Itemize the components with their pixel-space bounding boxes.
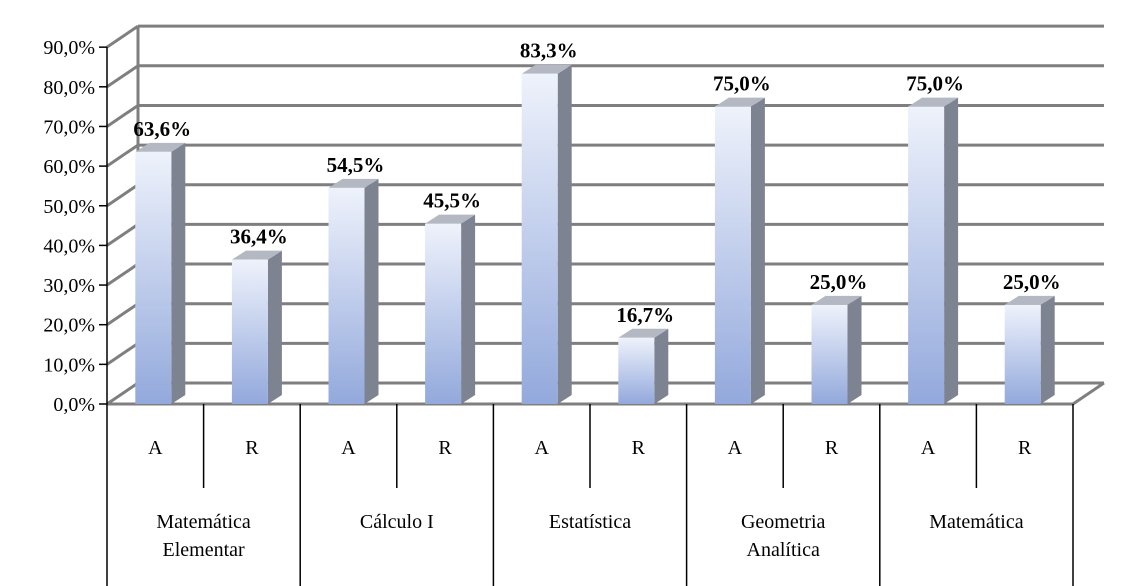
y-tick-label: 60,0% [43,156,95,178]
subcategory-label: A [728,437,743,459]
group-label: Elementar [163,539,246,561]
gridline-depth [106,143,139,168]
y-tick-label: 30,0% [43,275,95,297]
bar-side [847,295,862,404]
y-tick-label: 0,0% [53,394,95,416]
bar-top [231,250,282,260]
gridline-depth [106,381,139,406]
subcategory-label: R [245,437,259,459]
y-tick-label: 70,0% [43,116,95,138]
bar-side [1040,295,1055,404]
bar [1004,304,1041,404]
group-label: Analítica [747,539,820,561]
bar [618,337,655,404]
data-label: 63,6% [133,117,191,141]
subcategory-label: A [534,437,549,459]
bars [135,64,1055,405]
gridline-depth [106,262,139,287]
gridline-depth [106,302,139,326]
y-tick-label: 90,0% [43,37,95,59]
subcategory-label: A [148,437,163,459]
bar-side [944,97,959,404]
bar [328,187,365,404]
bar-top [908,97,959,107]
bar-top [521,64,572,74]
bar [425,223,462,404]
gridline-depth [106,104,139,128]
bar [231,259,268,404]
data-label: 75,0% [713,72,771,96]
group-label: Estatística [549,511,631,533]
subcategory-label: A [341,437,356,459]
bar-side [461,214,476,404]
group-label: Matemática [929,511,1024,533]
y-tick-label: 10,0% [43,354,95,376]
y-tick-label: 50,0% [43,196,95,218]
data-labels: 63,6% 36,4% 54,5% 45,5% 83,3% 16,7% 75,0% 25,0%… [133,39,1060,327]
gridline-depth [106,223,139,247]
group-label: Cálculo I [360,511,434,533]
floor-right-edge [1072,381,1105,406]
bar-top [714,97,765,107]
data-label: 25,0% [810,270,868,294]
bar [714,106,751,404]
subcategory-label: R [632,437,646,459]
subcategory-label: A [921,437,936,459]
data-label: 36,4% [230,225,288,249]
group-label: Geometria [741,511,826,533]
axes [99,46,108,405]
category-axis: A R Matemática Elementar A R Cálculo I A R Estatí… [106,404,1074,586]
data-label: 45,5% [423,189,481,213]
bar-top [618,328,669,338]
bar-top [328,178,379,188]
bar-side [557,64,572,404]
bar [521,73,558,404]
bar [811,304,848,404]
gridline-depth [106,64,139,89]
group-label: Matemática [156,511,251,533]
bar-side [267,250,282,404]
bar-side [750,97,765,404]
data-label: 25,0% [1003,270,1061,294]
data-label: 83,3% [520,39,578,63]
subcategory-label: R [438,437,452,459]
y-axis-ticks: 0,0% 10,0% 20,0% 30,0% 40,0% 50,0% 60,0% 70,0% 8… [43,37,95,416]
y-tick-label: 20,0% [43,315,95,337]
gridline-depth [106,342,139,366]
bar-side [364,178,379,404]
bar [135,151,172,404]
gridline-depth [106,183,139,207]
bar-top [811,295,862,305]
gridline-depth [106,24,139,49]
data-label: 54,5% [327,153,385,177]
bar-top [425,214,476,224]
y-tick-label: 40,0% [43,235,95,257]
bar-side [654,328,669,404]
data-label: 16,7% [616,303,674,327]
bar-top [1004,295,1055,305]
data-label: 75,0% [906,72,964,96]
subcategory-label: R [1018,437,1032,459]
y-tick-label: 80,0% [43,77,95,99]
subcategory-label: R [825,437,839,459]
bar [908,106,945,404]
bar-top [135,142,186,152]
bar-side [171,142,186,405]
